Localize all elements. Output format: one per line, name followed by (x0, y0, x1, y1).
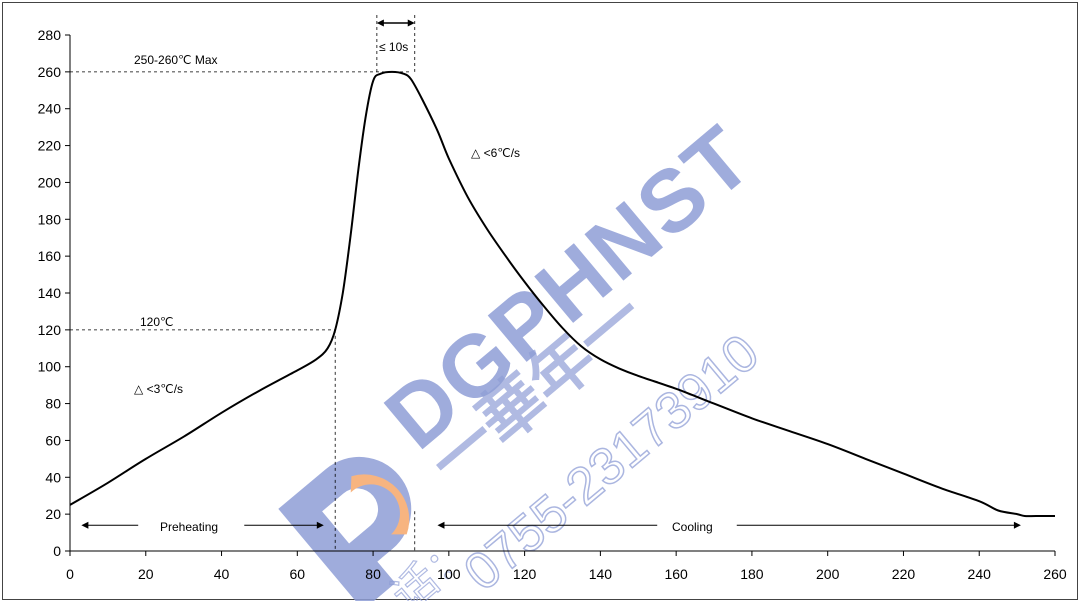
cooling-arrow-left (437, 521, 445, 529)
y-tick-label: 240 (38, 101, 62, 117)
x-tick-label: 60 (290, 566, 306, 582)
x-tick-label: 180 (740, 566, 764, 582)
x-tick-label: 100 (437, 566, 461, 582)
x-tick-label: 120 (513, 566, 537, 582)
x-tick-label: 160 (664, 566, 688, 582)
preheat-arrow-left (81, 521, 89, 529)
x-tick-label: 220 (892, 566, 916, 582)
axes: 0 20 40 60 80 100 120 140 160 180 200 220 240 260 280 0… (38, 27, 1067, 582)
x-tick-label: 20 (138, 566, 154, 582)
x-tick-label: 0 (66, 566, 74, 582)
y-tick-label: 40 (45, 469, 61, 485)
y-tick-label: 80 (45, 396, 61, 412)
watermark-logo-p (278, 456, 412, 606)
preheat-arrow-right (316, 521, 324, 529)
x-tick-label: 260 (1043, 566, 1067, 582)
x-tick-label: 200 (816, 566, 840, 582)
temperature-series-line (69, 70, 1055, 518)
y-tick-label: 120 (38, 322, 62, 338)
y-tick-label: 280 (38, 27, 62, 43)
y-tick-label: 220 (38, 138, 62, 154)
preheating-label: Preheating (160, 520, 218, 534)
cooling-label: Cooling (672, 520, 713, 534)
y-tick-label: 0 (53, 543, 61, 559)
cooling-arrow-right (1013, 521, 1021, 529)
preheat-temp-label: 120℃ (140, 315, 174, 329)
heating-rate-label: △ <3℃/s (134, 382, 183, 396)
annotations: 250-260℃ Max ≤ 10s 120℃ △ <3℃/s △ <6℃/s … (134, 40, 713, 534)
temperature-curve (69, 70, 1055, 518)
y-tick-label: 100 (38, 359, 62, 375)
peak-time-label: ≤ 10s (379, 40, 408, 54)
guide-lines (70, 15, 1021, 551)
peak-window-arrow-right (407, 19, 415, 27)
x-tick-label: 140 (589, 566, 613, 582)
watermark-logo (278, 456, 412, 606)
x-tick-label: 240 (968, 566, 992, 582)
y-tick-label: 60 (45, 432, 61, 448)
peak-window-arrow-left (376, 19, 384, 27)
max-temp-label: 250-260℃ Max (134, 53, 218, 67)
y-tick-label: 140 (38, 285, 62, 301)
y-tick-label: 180 (38, 211, 62, 227)
watermark-logo-arc (350, 474, 410, 535)
cooling-rate-label: △ <6℃/s (471, 146, 520, 160)
y-tick-label: 200 (38, 174, 62, 190)
x-tick-label: 80 (365, 566, 381, 582)
x-tick-label: 40 (214, 566, 230, 582)
y-tick-label: 160 (38, 248, 62, 264)
y-tick-label: 20 (45, 506, 61, 522)
y-tick-label: 260 (38, 64, 62, 80)
